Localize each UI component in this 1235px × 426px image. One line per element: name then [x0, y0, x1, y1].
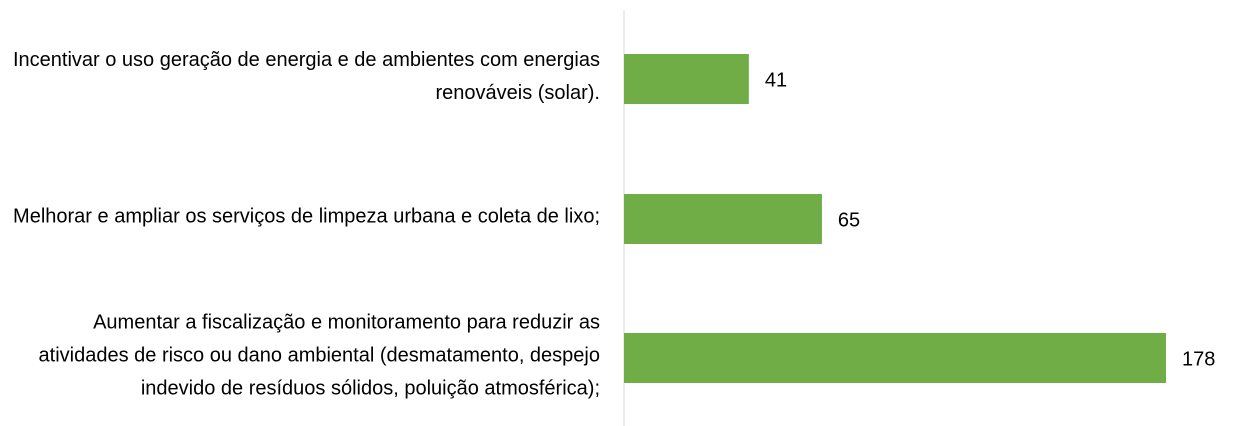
category-label: Melhorar e ampliar os serviços de limpez… [13, 205, 600, 228]
data-label: 65 [838, 209, 860, 231]
category-label: Incentivar o uso geração de energia e de… [12, 49, 600, 104]
category-label: Aumentar a fiscalização e monitoramento … [38, 311, 600, 400]
bar [624, 333, 1166, 383]
bar [624, 54, 749, 104]
bar [624, 194, 822, 244]
data-label: 178 [1182, 348, 1215, 370]
data-label: 41 [765, 69, 787, 91]
